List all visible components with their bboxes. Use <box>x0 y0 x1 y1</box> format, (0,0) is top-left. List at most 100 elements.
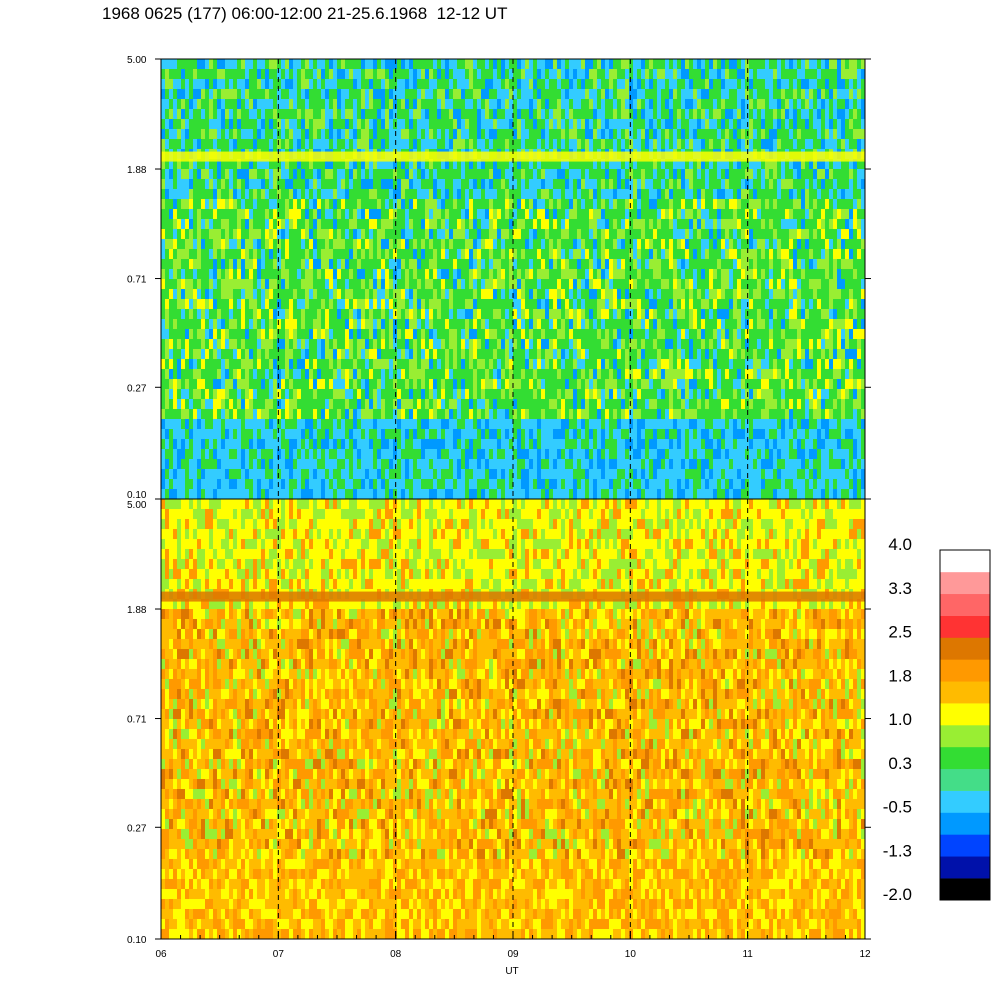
heatmap-cell <box>337 199 342 210</box>
heatmap-cell <box>221 189 226 200</box>
heatmap-cell <box>473 339 478 350</box>
heatmap-cell <box>557 199 562 210</box>
heatmap-cell <box>337 189 342 200</box>
heatmap-cell <box>221 489 226 500</box>
heatmap-cell <box>593 239 598 250</box>
heatmap-cell <box>277 89 282 100</box>
heatmap-cell <box>217 109 222 120</box>
heatmap-cell <box>481 309 486 320</box>
heatmap-cell <box>457 239 462 250</box>
heatmap-cell <box>221 159 226 170</box>
heatmap-cell <box>213 429 218 440</box>
heatmap-cell <box>329 189 334 200</box>
heatmap-cell <box>429 479 434 490</box>
heatmap-cell <box>377 389 382 400</box>
heatmap-cell <box>609 199 614 210</box>
heatmap-cell <box>205 369 210 380</box>
heatmap-cell <box>557 469 562 480</box>
heatmap-cell <box>377 89 382 100</box>
heatmap-cell <box>401 479 406 490</box>
heatmap-cell <box>349 139 354 150</box>
heatmap-cell <box>385 489 390 500</box>
heatmap-cell <box>161 169 166 180</box>
heatmap-cell <box>493 469 498 480</box>
heatmap-cell <box>269 59 274 70</box>
heatmap-cell <box>409 159 414 170</box>
heatmap-cell <box>257 319 262 330</box>
heatmap-cell <box>405 399 410 410</box>
heatmap-cell <box>489 329 494 340</box>
heatmap-cell <box>413 389 418 400</box>
heatmap-cell <box>197 59 202 70</box>
heatmap-cell <box>241 169 246 180</box>
heatmap-cell <box>201 159 206 170</box>
heatmap-cell <box>369 69 374 80</box>
heatmap-cell <box>277 459 282 470</box>
heatmap-cell <box>225 279 230 290</box>
heatmap-cell <box>461 59 466 70</box>
heatmap-cell <box>281 429 286 440</box>
heatmap-cell <box>317 479 322 490</box>
heatmap-cell <box>473 159 478 170</box>
heatmap-cell <box>493 189 498 200</box>
heatmap-cell <box>237 139 242 150</box>
heatmap-cell <box>509 419 514 430</box>
heatmap-cell <box>513 269 518 280</box>
heatmap-cell <box>365 279 370 290</box>
heatmap-cell <box>577 259 582 270</box>
heatmap-cell <box>197 69 202 80</box>
heatmap-cell <box>281 469 286 480</box>
heatmap-cell <box>237 389 242 400</box>
heatmap-cell <box>513 339 518 350</box>
heatmap-cell <box>609 389 614 400</box>
heatmap-cell <box>165 169 170 180</box>
heatmap-cell <box>281 69 286 80</box>
heatmap-cell <box>337 139 342 150</box>
heatmap-cell <box>489 449 494 460</box>
heatmap-cell <box>417 299 422 310</box>
heatmap-cell <box>369 189 374 200</box>
heatmap-cell <box>181 299 186 310</box>
heatmap-cell <box>261 279 266 290</box>
heatmap-cell <box>261 309 266 320</box>
heatmap-cell <box>245 439 250 450</box>
heatmap-cell <box>453 289 458 300</box>
heatmap-cell <box>477 319 482 330</box>
heatmap-cell <box>245 109 250 120</box>
heatmap-cell <box>249 279 254 290</box>
heatmap-cell <box>581 179 586 190</box>
heatmap-cell <box>529 229 534 240</box>
heatmap-cell <box>477 439 482 450</box>
heatmap-cell <box>181 409 186 420</box>
heatmap-cell <box>369 239 374 250</box>
heatmap-cell <box>609 179 614 190</box>
heatmap-cell <box>529 329 534 340</box>
heatmap-cell <box>401 409 406 420</box>
heatmap-cell <box>453 369 458 380</box>
heatmap-cell <box>605 269 610 280</box>
heatmap-cell <box>197 119 202 130</box>
heatmap-cell <box>413 419 418 430</box>
heatmap-cell <box>433 249 438 260</box>
heatmap-cell <box>593 159 598 170</box>
heatmap-cell <box>397 379 402 390</box>
heatmap-cell <box>289 329 294 340</box>
heatmap-cell <box>365 59 370 70</box>
heatmap-cell <box>561 359 566 370</box>
heatmap-cell <box>377 139 382 150</box>
heatmap-cell <box>397 109 402 120</box>
heatmap-cell <box>213 379 218 390</box>
heatmap-cell <box>549 299 554 310</box>
heatmap-cell <box>265 379 270 390</box>
heatmap-cell <box>581 229 586 240</box>
heatmap-cell <box>241 369 246 380</box>
heatmap-cell <box>509 269 514 280</box>
heatmap-cell <box>225 309 230 320</box>
heatmap-cell <box>457 79 462 90</box>
heatmap-cell <box>469 399 474 410</box>
heatmap-cell <box>365 239 370 250</box>
heatmap-cell <box>433 229 438 240</box>
heatmap-cell <box>601 79 606 90</box>
heatmap-cell <box>577 389 582 400</box>
heatmap-cell <box>313 349 318 360</box>
